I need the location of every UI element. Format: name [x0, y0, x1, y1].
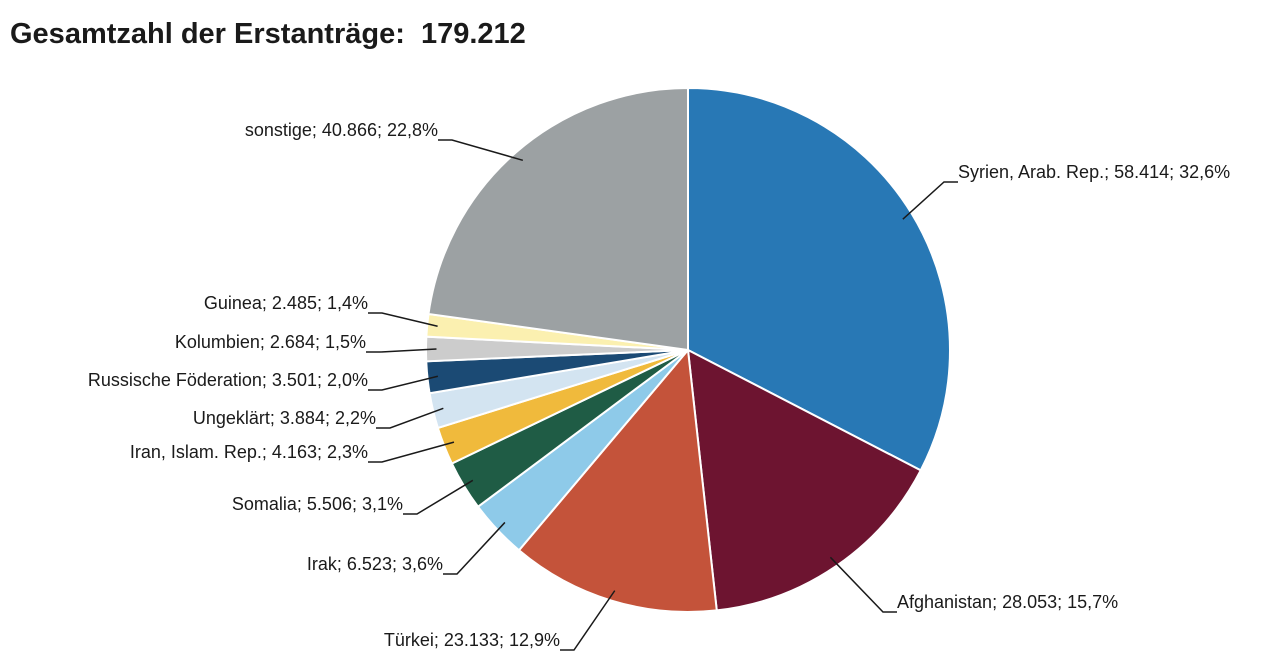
pie-slices [425, 86, 951, 613]
slice-label-turkei: Türkei; 23.133; 12,9% [384, 630, 560, 650]
leader-line-guinea [368, 312, 438, 328]
leader-line-irak [443, 521, 506, 575]
chart-title-text: Gesamtzahl der Erstanträge: [10, 18, 405, 50]
slice-label-syrien-arab-rep: Syrien, Arab. Rep.; 58.414; 32,6% [958, 162, 1230, 182]
leader-line-kolumbien [366, 348, 437, 353]
slice-label-iran-islam-rep: Iran, Islam. Rep.; 4.163; 2,3% [130, 442, 368, 462]
slice-labels: Syrien, Arab. Rep.; 58.414; 32,6% Afghani… [88, 120, 1230, 650]
pie-slice-syrien-arab-rep [687, 86, 951, 472]
slice-label-somalia: Somalia; 5.506; 3,1% [232, 494, 403, 514]
leader-line-somalia [403, 479, 474, 515]
leader-line-sonstige [438, 139, 524, 162]
pie-slice-sonstige [427, 86, 689, 352]
slice-label-guinea: Guinea; 2.485; 1,4% [204, 293, 368, 313]
slice-label-sonstige: sonstige; 40.866; 22,8% [245, 120, 438, 140]
chart-total: 179.212 [420, 18, 526, 50]
slice-label-kolumbien: Kolumbien; 2.684; 1,5% [175, 332, 366, 352]
pie-slice-turkei [517, 347, 718, 613]
slice-label-russische-foderation: Russische Föderation; 3.501; 2,0% [88, 370, 368, 390]
slice-label-ungeklart: Ungeklärt; 3.884; 2,2% [193, 408, 376, 428]
leader-line-russische-foderation [368, 375, 439, 391]
chart-title: Gesamtzahl der Erstanträge: 179.212 [10, 18, 526, 51]
leader-line-ungeklart [376, 407, 444, 429]
leader-line-syrien-arab-rep [902, 181, 958, 220]
leader-line-turkei [560, 590, 616, 651]
leader-lines [366, 139, 958, 651]
pie-slice-afghanistan [686, 348, 923, 612]
leader-line-iran-islam-rep [368, 441, 455, 463]
leader-line-afghanistan [829, 556, 897, 613]
slice-label-irak: Irak; 6.523; 3,6% [307, 554, 443, 574]
slice-label-afghanistan: Afghanistan; 28.053; 15,7% [897, 592, 1118, 612]
